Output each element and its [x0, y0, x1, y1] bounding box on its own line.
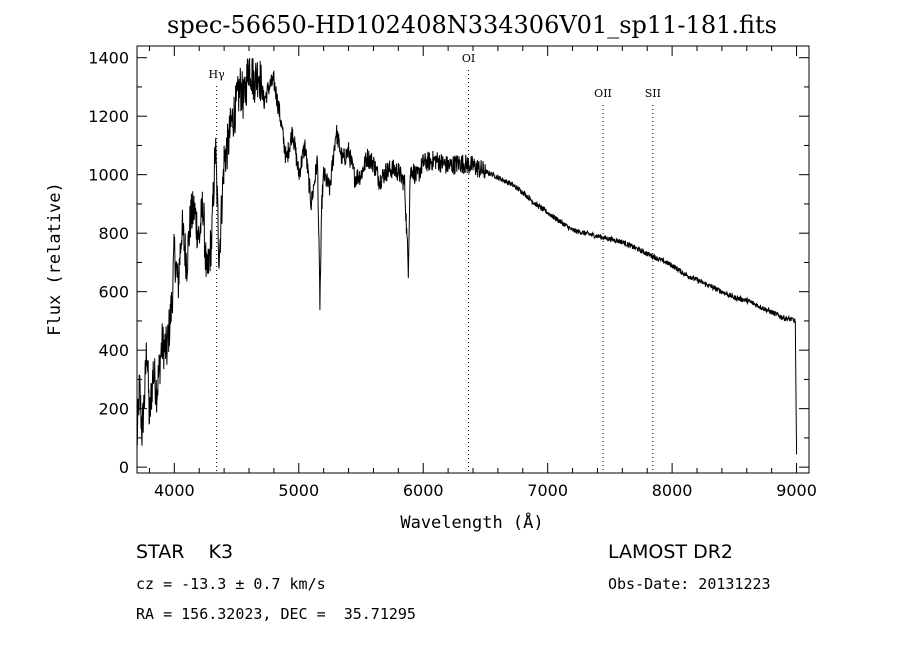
- coordinates: RA = 156.32023, DEC = 35.71295: [136, 605, 416, 623]
- line-marker-label: SII: [645, 87, 661, 100]
- line-marker-label: OII: [594, 87, 612, 100]
- y-tick-label: 1000: [88, 166, 129, 185]
- line-marker-label: Hγ: [209, 68, 226, 81]
- x-tick-label: 9000: [776, 481, 817, 500]
- y-tick-label: 1200: [88, 107, 129, 126]
- chart-title: spec-56650-HD102408N334306V01_sp11-181.f…: [167, 11, 777, 39]
- y-tick-label: 1400: [88, 49, 129, 68]
- obs-date: Obs-Date: 20131223: [608, 575, 771, 593]
- velocity-readout: cz = -13.3 ± 0.7 km/s: [136, 575, 326, 593]
- y-tick-label: 800: [98, 224, 129, 243]
- spectral-line-markers: Hγ OI OII SII: [209, 52, 661, 473]
- object-type: STAR K3: [136, 541, 234, 563]
- plot-frame: [136, 45, 810, 474]
- x-tick-label: 7000: [527, 481, 568, 500]
- y-tick-label: 200: [98, 400, 129, 419]
- axis-ticks: 4000 5000 6000 7000 8000 9000 0 200 400 600 800 100…: [88, 46, 817, 500]
- x-axis-label: Wavelength (Å): [400, 511, 543, 533]
- line-marker-label: OI: [462, 52, 475, 65]
- x-tick-label: 5000: [278, 481, 319, 500]
- x-tick-label: 8000: [652, 481, 693, 500]
- y-axis-label: Flux (relative): [45, 182, 65, 336]
- x-tick-label: 6000: [403, 481, 444, 500]
- survey-name: LAMOST DR2: [608, 541, 733, 563]
- spectrum-chart: spec-56650-HD102408N334306V01_sp11-181.f…: [45, 11, 817, 533]
- spectrum-line: [136, 58, 798, 455]
- y-tick-label: 0: [119, 458, 129, 477]
- y-tick-label: 600: [98, 283, 129, 302]
- x-tick-label: 4000: [154, 481, 195, 500]
- y-tick-label: 400: [98, 341, 129, 360]
